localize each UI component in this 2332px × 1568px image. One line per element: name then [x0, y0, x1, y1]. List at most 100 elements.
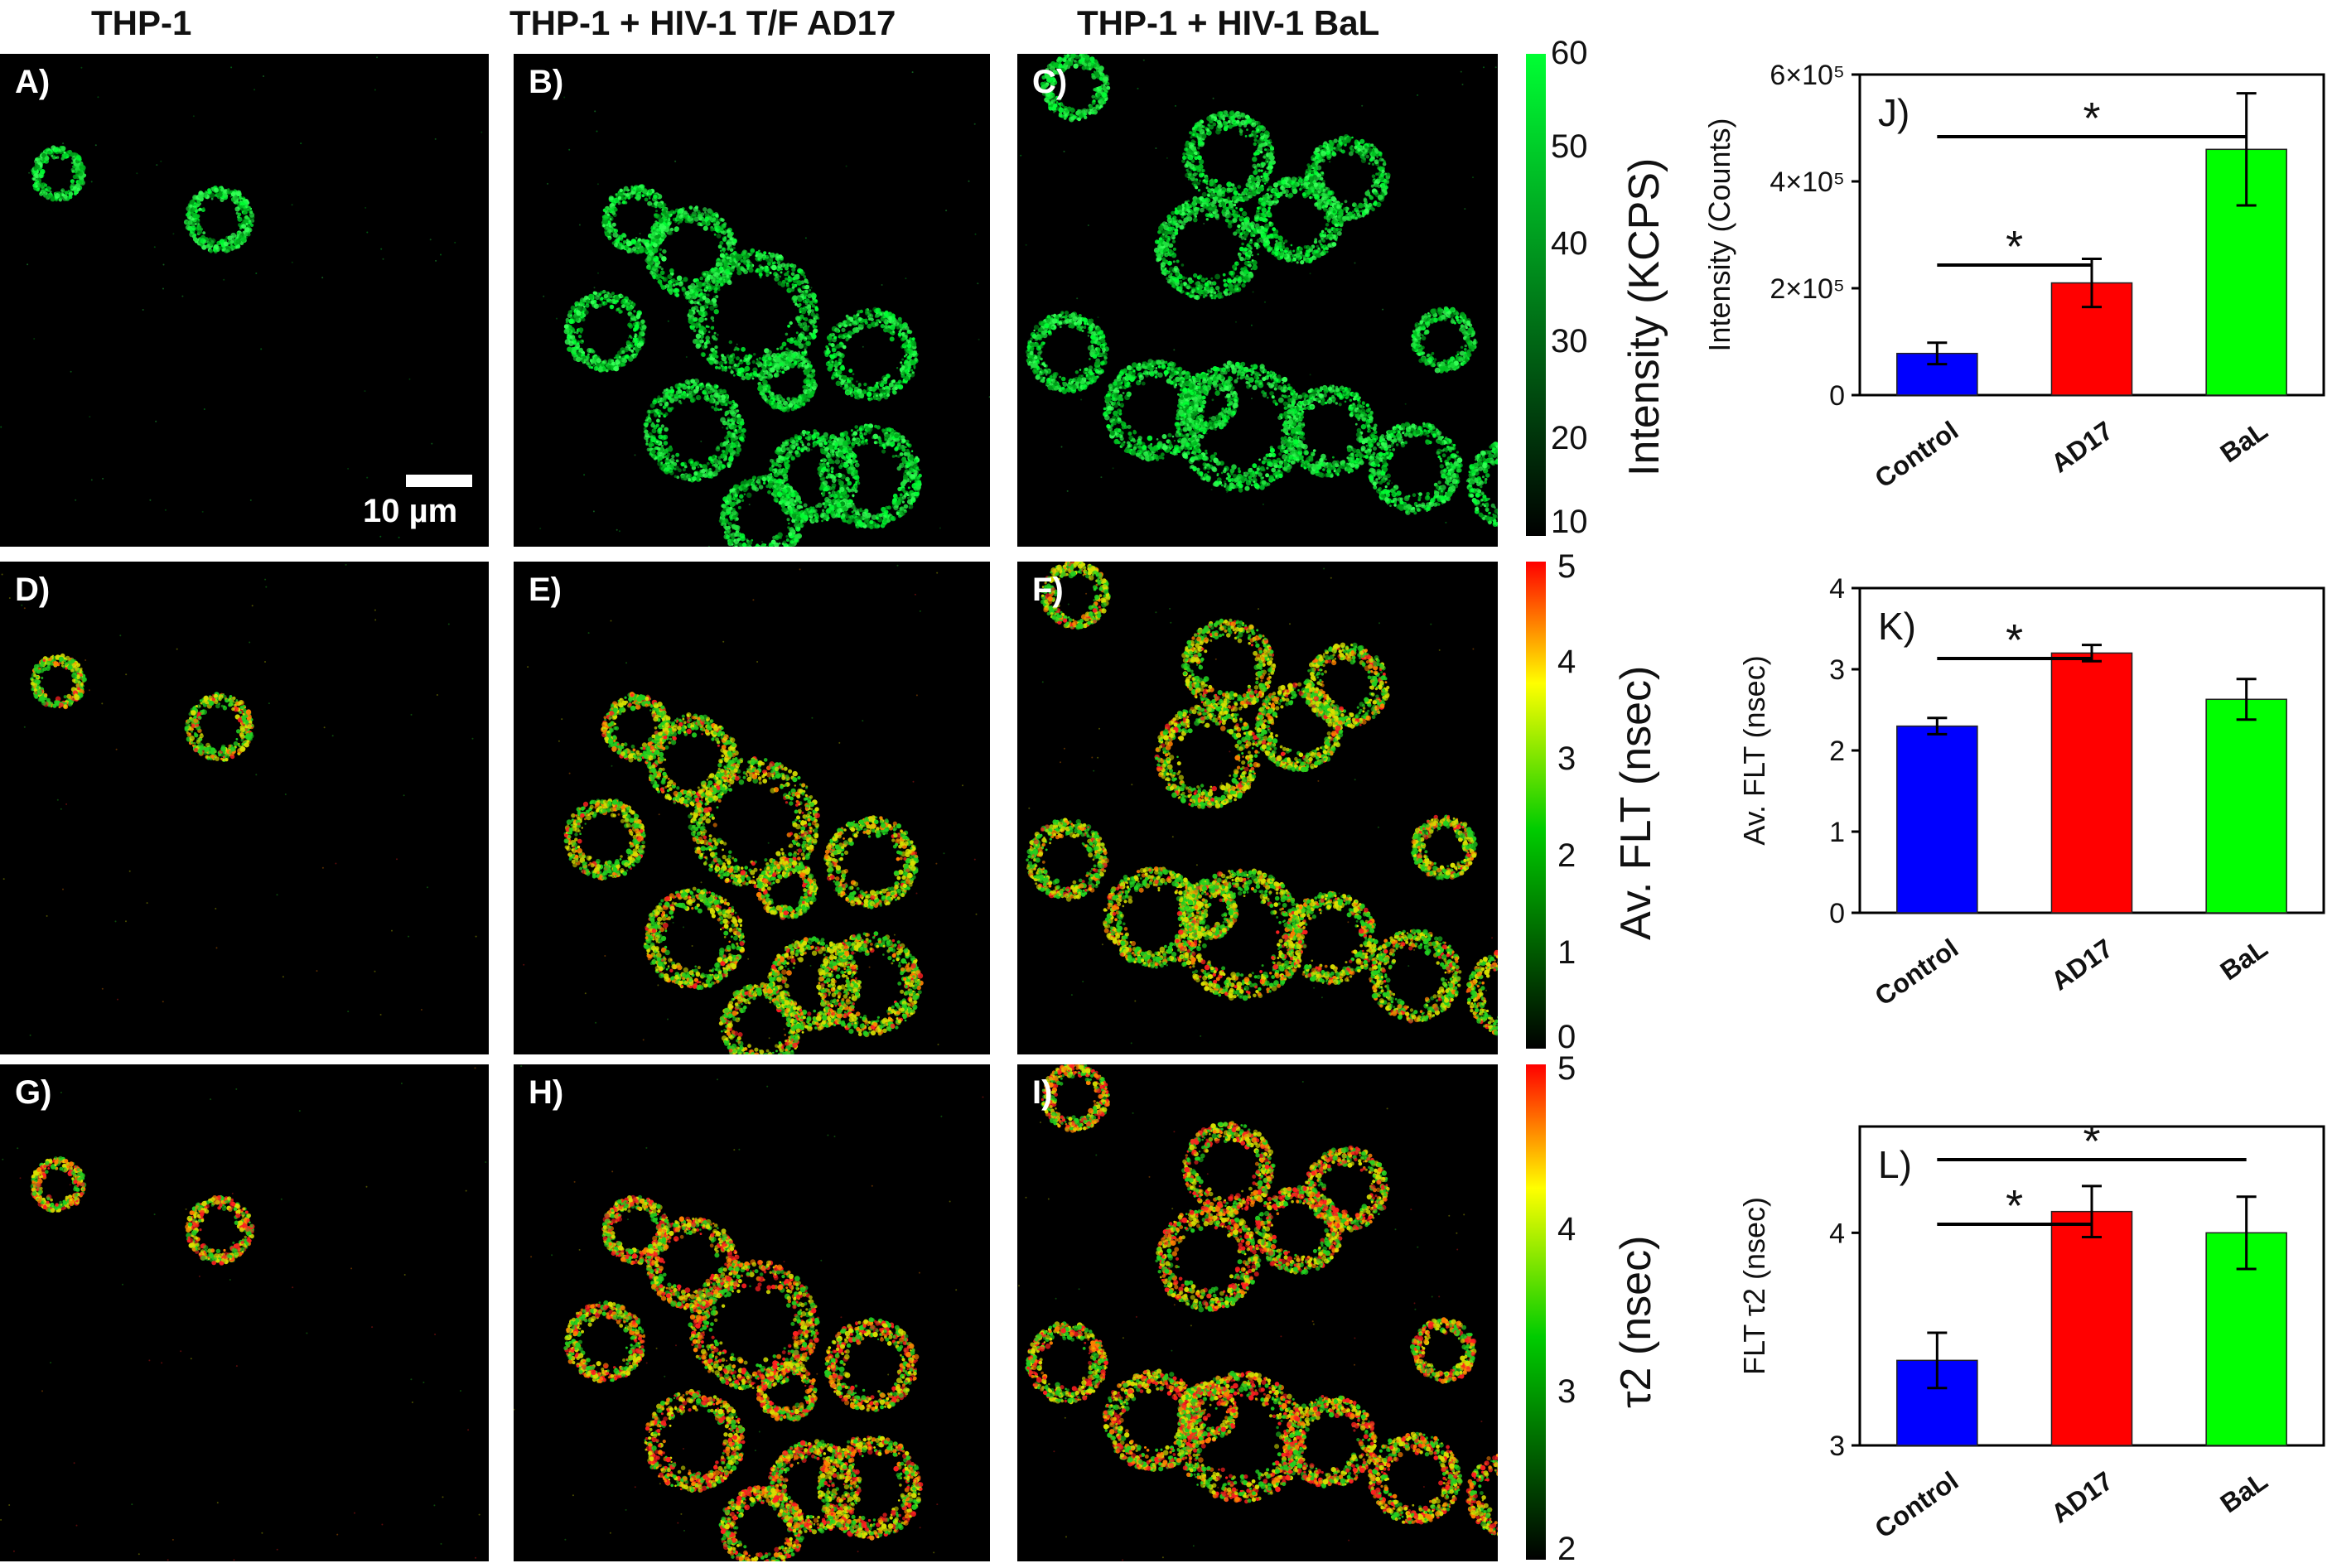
cell-fluorescence-dot: [763, 482, 765, 485]
cell-fluorescence-dot: [762, 477, 766, 481]
cell-fluorescence-dot: [842, 375, 847, 380]
cell-fluorescence-dot: [896, 500, 901, 505]
cell-fluorescence-dot: [735, 533, 739, 537]
cell-fluorescence-dot: [718, 366, 722, 369]
cell-fluorescence-dot: [691, 385, 694, 388]
cell-fluorescence-dot: [875, 316, 876, 317]
cell-fluorescence-dot: [662, 225, 666, 229]
cell-fluorescence-dot: [901, 359, 904, 361]
cell-fluorescence-dot: [778, 468, 783, 473]
cell-fluorescence-dot: [729, 257, 731, 259]
cell-fluorescence-dot: [916, 485, 921, 490]
cell-fluorescence-dot: [811, 309, 814, 312]
cell-fluorescence-dot: [652, 456, 655, 459]
cell-fluorescence-dot: [710, 276, 712, 278]
cell-fluorescence-dot: [884, 518, 887, 521]
cell-fluorescence-dot: [738, 263, 741, 265]
cell-fluorescence-dot: [736, 441, 739, 445]
cell-fluorescence-dot: [905, 349, 907, 351]
cell-fluorescence-dot: [662, 277, 664, 279]
cell-fluorescence-dot: [883, 377, 888, 382]
cell-fluorescence-dot: [741, 347, 746, 352]
background-speck: [172, 233, 174, 234]
cell-fluorescence-dot: [746, 261, 750, 264]
cell-fluorescence-dot: [205, 191, 208, 194]
cell-fluorescence-dot: [790, 492, 795, 497]
cell-fluorescence-dot: [894, 433, 899, 438]
cell-fluorescence-dot: [897, 455, 900, 458]
cell-fluorescence-dot: [834, 446, 838, 450]
cell-fluorescence-dot: [667, 453, 670, 456]
cell-fluorescence-dot: [739, 437, 744, 441]
cell-fluorescence-dot: [239, 237, 241, 239]
cell-fluorescence-dot: [702, 465, 705, 468]
cell-fluorescence-dot: [680, 402, 683, 404]
cell-fluorescence-dot: [864, 391, 867, 393]
cell-fluorescence-dot: [812, 434, 817, 439]
cell-fluorescence-dot: [727, 432, 732, 437]
cell-fluorescence-dot: [851, 429, 853, 432]
cell-fluorescence-dot: [746, 493, 752, 499]
cell-fluorescence-dot: [608, 238, 611, 241]
cell-fluorescence-dot: [905, 469, 908, 471]
cell-fluorescence-dot: [733, 374, 736, 377]
cell-fluorescence-dot: [654, 213, 659, 218]
cell-fluorescence-dot: [910, 360, 915, 365]
cell-fluorescence-dot: [753, 476, 756, 480]
cell-fluorescence-dot: [898, 320, 902, 324]
cell-fluorescence-dot: [70, 152, 75, 157]
cell-fluorescence-dot: [714, 360, 718, 364]
cell-fluorescence-dot: [768, 483, 773, 488]
cell-fluorescence-dot: [713, 384, 717, 388]
cell-fluorescence-dot: [605, 210, 609, 215]
cell-fluorescence-dot: [892, 330, 895, 333]
cell-fluorescence-dot: [725, 519, 729, 523]
cell-fluorescence-dot: [831, 468, 833, 470]
cell-fluorescence-dot: [777, 491, 783, 497]
cell-fluorescence-dot: [854, 425, 858, 429]
cell-fluorescence-dot: [738, 506, 741, 509]
cell-fluorescence-dot: [729, 419, 732, 422]
cell-fluorescence-dot: [241, 237, 247, 243]
cell-fluorescence-dot: [918, 474, 922, 478]
cell-fluorescence-dot: [39, 185, 41, 187]
cell-fluorescence-dot: [664, 427, 669, 432]
cell-fluorescence-dot: [722, 443, 726, 446]
cell-fluorescence-dot: [648, 417, 650, 419]
cell-fluorescence-dot: [725, 411, 729, 415]
cell-fluorescence-dot: [644, 436, 649, 441]
cell-fluorescence-dot: [892, 380, 896, 384]
cell-fluorescence-dot: [854, 475, 858, 480]
cell-fluorescence-dot: [663, 465, 666, 468]
cell-fluorescence-dot: [724, 531, 727, 533]
cell-fluorescence-dot: [674, 227, 679, 232]
cell-fluorescence-dot: [827, 466, 829, 468]
cell-fluorescence-dot: [904, 341, 908, 345]
cell-fluorescence-dot: [801, 335, 805, 339]
cell-fluorescence-dot: [765, 255, 769, 259]
background-speck: [156, 164, 157, 166]
background-speck: [97, 96, 99, 98]
cell-fluorescence-dot: [821, 477, 825, 481]
background-speck: [380, 248, 382, 250]
cell-fluorescence-dot: [890, 432, 894, 437]
cell-fluorescence-dot: [689, 205, 693, 210]
cell-fluorescence-dot: [237, 232, 239, 234]
background-speck: [91, 479, 93, 480]
cell-fluorescence-dot: [214, 188, 219, 193]
cell-fluorescence-dot: [835, 474, 838, 477]
cell-fluorescence-dot: [762, 543, 765, 547]
cell-fluorescence-dot: [828, 367, 831, 369]
cell-fluorescence-dot: [862, 438, 865, 441]
cell-fluorescence-dot: [751, 263, 753, 266]
cell-fluorescence-dot: [775, 273, 780, 277]
cell-fluorescence-dot: [799, 501, 803, 504]
cell-fluorescence-dot: [727, 464, 731, 468]
cell-fluorescence-dot: [726, 502, 729, 505]
cell-fluorescence-dot: [637, 187, 642, 192]
cell-fluorescence-dot: [230, 195, 232, 197]
cell-fluorescence-dot: [807, 310, 811, 314]
background-speck: [91, 181, 93, 182]
cell-fluorescence-dot: [650, 403, 655, 408]
cell-fluorescence-dot: [728, 401, 731, 404]
